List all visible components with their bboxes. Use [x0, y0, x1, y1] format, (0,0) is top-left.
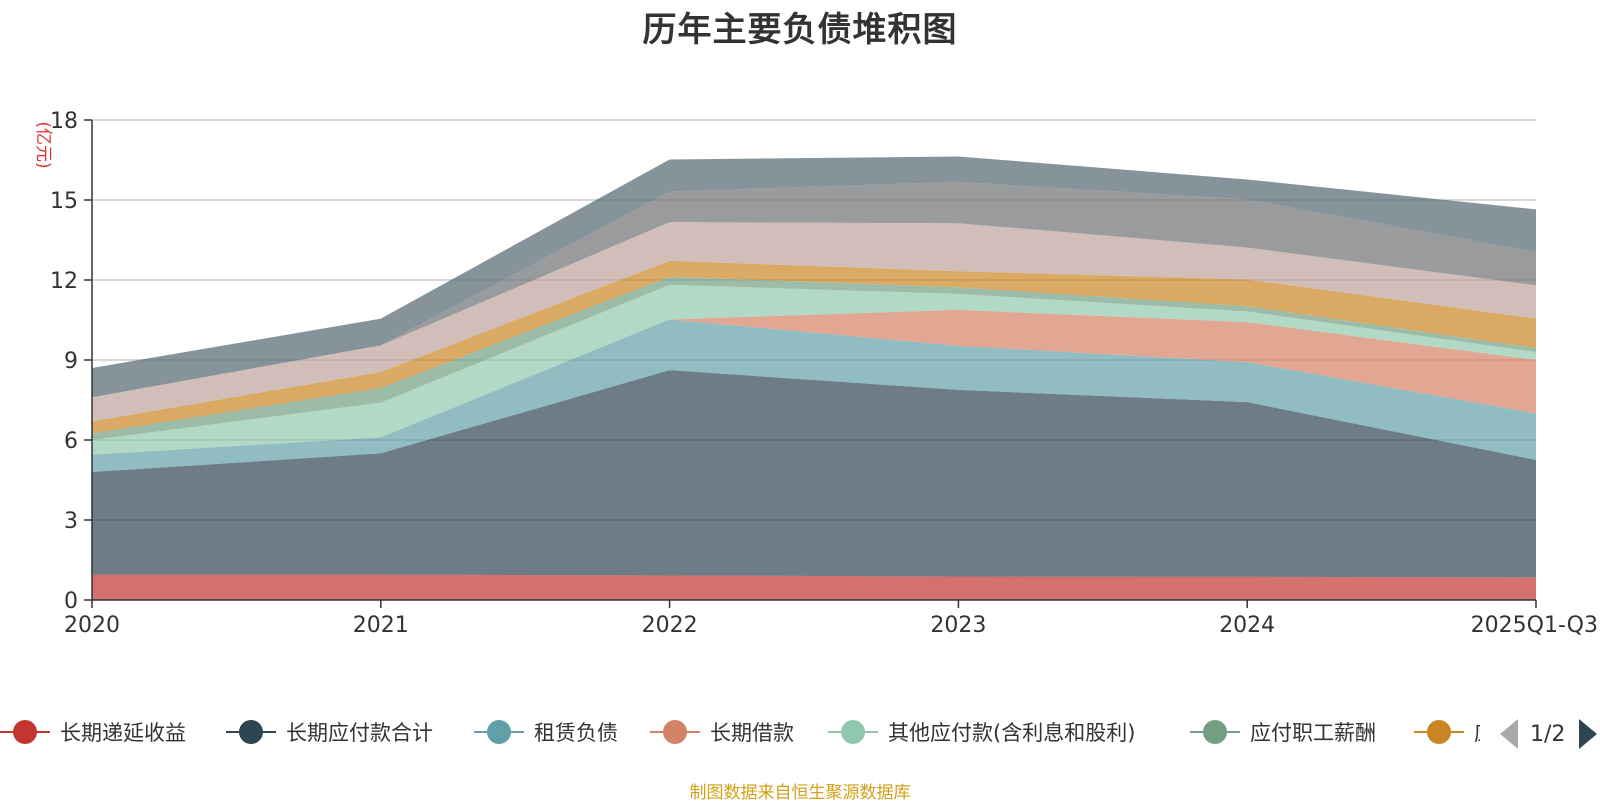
legend-marker-icon	[1414, 719, 1464, 745]
legend-marker-icon	[1190, 719, 1240, 745]
legend-page-label: 1/2	[1530, 721, 1566, 747]
legend-marker-icon	[474, 719, 524, 745]
area-series-2	[92, 319, 1536, 472]
area-series-8	[92, 181, 1536, 398]
y-axis-label: (亿元)	[33, 121, 53, 168]
source-note: 制图数据来自恒生聚源数据库	[689, 783, 911, 803]
x-tick-label: 2020	[64, 613, 120, 638]
legend-prev-icon[interactable]	[1500, 719, 1518, 749]
legend-item[interactable]: 应付职工薪酬	[1190, 712, 1376, 752]
legend-marker-icon	[226, 719, 276, 745]
legend-label: 应交税费	[1474, 717, 1480, 747]
y-tick-label: 12	[50, 269, 78, 294]
area-series-4	[92, 284, 1536, 455]
legend-item[interactable]: 应交税费	[1414, 712, 1480, 752]
chart-title: 历年主要负债堆积图	[642, 10, 958, 50]
area-series-1	[92, 370, 1536, 578]
legend-item[interactable]: 租赁负债	[474, 712, 618, 752]
y-tick-label: 0	[64, 589, 78, 614]
legend-label: 应付职工薪酬	[1250, 721, 1376, 745]
stacked-areas	[92, 156, 1536, 600]
x-tick-label: 2021	[353, 613, 409, 638]
legend-item[interactable]: 其他应付款(含利息和股利)	[828, 712, 1135, 752]
legend-item[interactable]: 长期递延收益	[0, 712, 186, 752]
x-tick-label: 2023	[930, 613, 986, 638]
legend: 长期递延收益 长期应付款合计 租赁负债 长期借款 其他应付款(含利息和股利) 应付职工薪酬…	[0, 712, 1480, 752]
y-tick-label: 15	[50, 189, 78, 214]
legend-label: 长期应付款合计	[286, 721, 433, 745]
legend-pager: 1/2	[1500, 716, 1598, 752]
x-tick-label: 2025Q1-Q3	[1471, 613, 1598, 638]
y-tick-label: 3	[64, 509, 78, 534]
legend-marker-icon	[650, 719, 700, 745]
legend-item[interactable]: 长期应付款合计	[226, 712, 433, 752]
y-tick-label: 6	[64, 429, 78, 454]
legend-label: 租赁负债	[534, 721, 618, 745]
legend-label: 长期递延收益	[60, 721, 186, 745]
x-tick-label: 2024	[1219, 613, 1275, 638]
legend-item[interactable]: 长期借款	[650, 712, 794, 752]
area-series-0	[92, 574, 1536, 600]
legend-label: 其他应付款(含利息和股利)	[888, 721, 1136, 745]
x-tick-label: 2022	[642, 613, 698, 638]
y-tick-label: 18	[50, 109, 78, 134]
legend-marker-icon	[828, 719, 878, 745]
area-series-7	[92, 222, 1536, 422]
legend-label: 长期借款	[710, 721, 794, 745]
y-tick-label: 9	[64, 349, 78, 374]
legend-next-icon[interactable]	[1579, 719, 1598, 749]
axes: 0 3 6 9 12 15 18 2020 2021 2022 2023 2024 2025Q1-Q3	[50, 109, 1598, 638]
legend-marker-icon	[0, 719, 50, 745]
area-series-3	[92, 309, 1536, 455]
